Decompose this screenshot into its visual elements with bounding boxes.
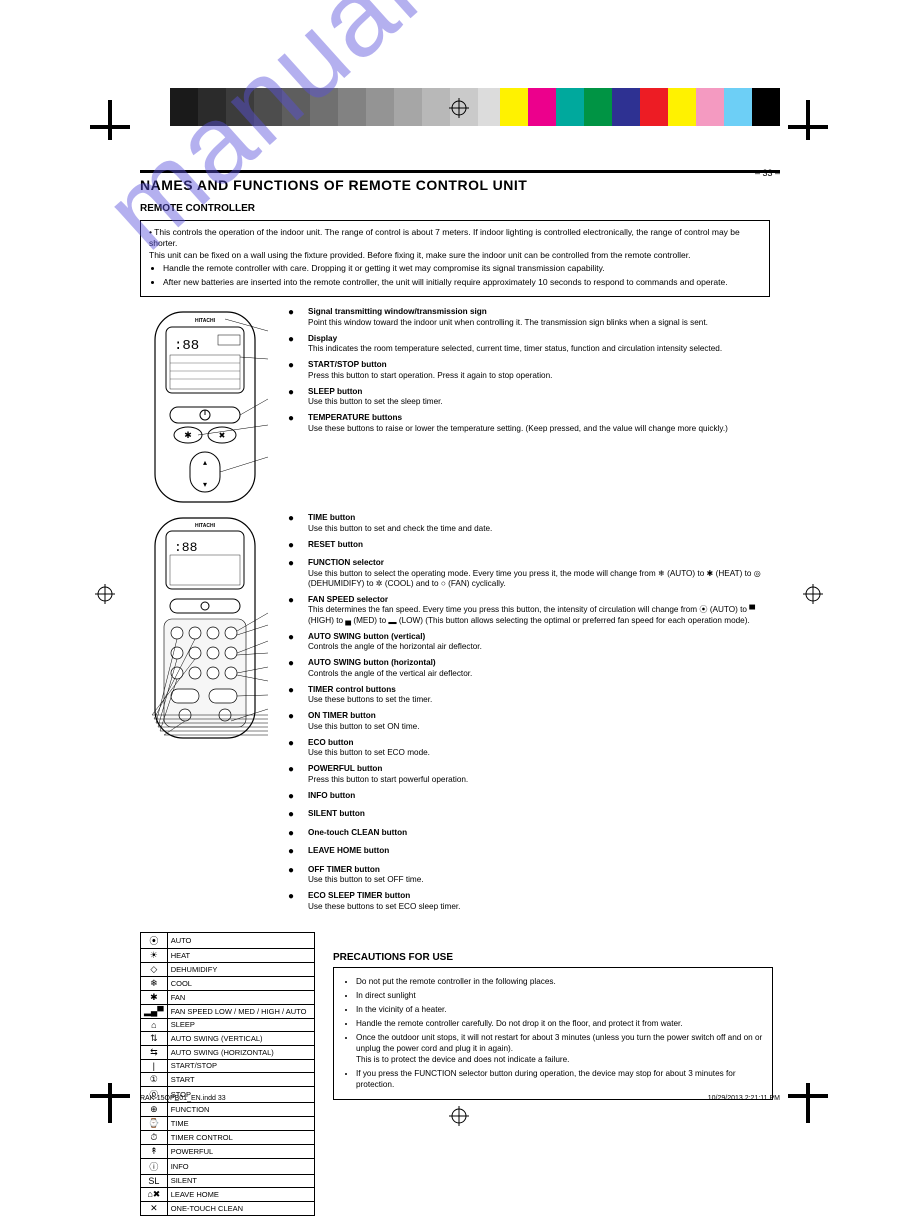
crop-tr-v [806, 100, 810, 140]
registration-top [449, 98, 469, 118]
colorbar-color [500, 88, 780, 126]
svg-text::88: :88 [174, 338, 199, 354]
remote-description-box: • This controls the operation of the ind… [140, 220, 770, 297]
svg-text:▾: ▾ [203, 480, 207, 489]
remote-lower-row: HITACHI :88 [140, 513, 780, 918]
remote-svg-open: HITACHI :88 [140, 513, 270, 743]
notes-box: Do not put the remote controller in the … [333, 967, 773, 1101]
notes-title: Precautions for Use [333, 952, 773, 963]
remote-subhead: REMOTE CONTROLLER [140, 203, 780, 214]
registration-left [95, 584, 115, 604]
svg-text:HITACHI: HITACHI [195, 523, 216, 529]
remote-open-illustration: HITACHI :88 [140, 513, 280, 918]
labels-upper: ●Signal transmitting window/transmission… [288, 307, 780, 509]
svg-text:✖: ✖ [219, 431, 226, 440]
registration-right [803, 584, 823, 604]
remote-svg-closed: HITACHI :88 ✱ ✖ ▴ ▾ [140, 307, 270, 507]
svg-text:▴: ▴ [203, 458, 207, 467]
icon-legend-table: ⦿AUTO☀HEAT◇DEHUMIDIFY❄COOL✱FAN▂▄▀FAN SPE… [140, 932, 315, 1216]
remote-upper-row: HITACHI :88 ✱ ✖ ▴ ▾ [140, 307, 780, 509]
crop-tl-v [108, 100, 112, 140]
warn-lead: • This controls the operation of the ind… [149, 227, 761, 261]
page-content: – 33 – NAMES AND FUNCTIONS OF REMOTE CON… [140, 170, 780, 1216]
svg-text:HITACHI: HITACHI [195, 318, 216, 324]
svg-text:✱: ✱ [184, 430, 192, 440]
labels-lower: ●TIME buttonUse this button to set and c… [288, 513, 780, 918]
footer-meta: RAK-15QPB̲01_EN.indd 33 10/29/2013 2:21:… [140, 1095, 780, 1102]
crop-bl-v [108, 1083, 112, 1123]
footer-file: RAK-15QPB̲01_EN.indd 33 [140, 1095, 226, 1102]
header-rule [140, 170, 780, 173]
footer-date: 10/29/2013 2:21:11 PM [708, 1095, 780, 1102]
remote-closed-illustration: HITACHI :88 ✱ ✖ ▴ ▾ [140, 307, 280, 509]
page-number: – 33 – [755, 168, 780, 178]
crop-br-v [806, 1083, 810, 1123]
svg-text::88: :88 [174, 540, 197, 555]
colorbar-grayscale [170, 88, 534, 126]
page-heading: NAMES AND FUNCTIONS OF REMOTE CONTROL UN… [140, 177, 780, 193]
